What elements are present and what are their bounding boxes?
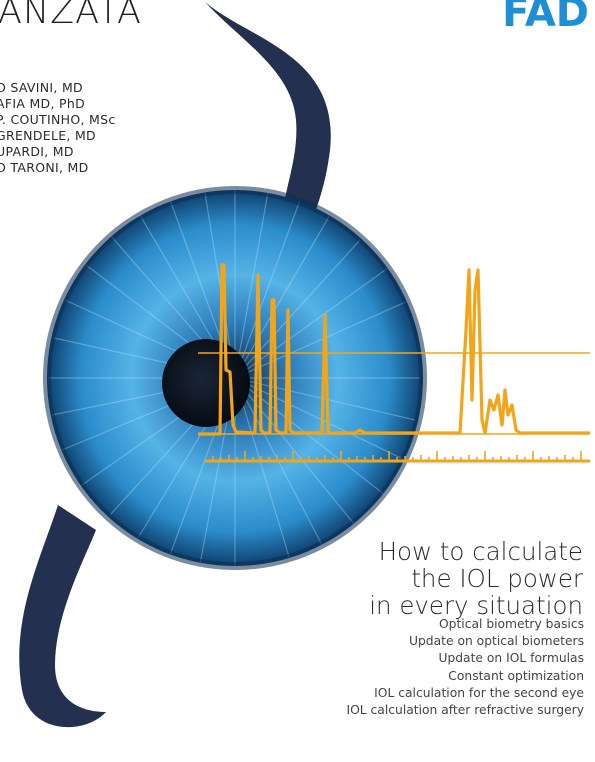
topic-item: IOL calculation for the second eye bbox=[374, 685, 584, 700]
topic-item: Update on IOL formulas bbox=[438, 651, 584, 666]
lower-haptic bbox=[19, 505, 106, 728]
topic-list: Optical biometry basics Update on optica… bbox=[346, 616, 584, 719]
author-name: GRENDELE, MD bbox=[0, 128, 96, 143]
author-name: UPARDI, MD bbox=[0, 144, 74, 159]
series-title-fragment: ANZATA bbox=[0, 0, 142, 32]
title-line: the IOL power bbox=[411, 564, 583, 593]
biometry-trace bbox=[198, 263, 590, 463]
author-name: O TARONI, MD bbox=[0, 160, 89, 175]
title-line: in every situation bbox=[369, 591, 583, 620]
book-title: How to calculate the IOL power in every … bbox=[369, 538, 583, 619]
author-name: P. COUTINHO, MSc bbox=[0, 112, 116, 127]
topic-item: IOL calculation after refractive surgery bbox=[346, 703, 584, 718]
author-name: AFIA MD, PhD bbox=[0, 96, 85, 111]
topic-item: Constant optimization bbox=[448, 668, 584, 683]
fad-label: FAD bbox=[502, 0, 589, 36]
title-line: How to calculate bbox=[378, 537, 583, 566]
topic-item: Update on optical biometers bbox=[409, 634, 584, 649]
author-name: O SAVINI, MD bbox=[0, 80, 83, 95]
pupil bbox=[162, 339, 250, 427]
topic-item: Optical biometry basics bbox=[438, 617, 584, 631]
author-list: O SAVINI, MD AFIA MD, PhD P. COUTINHO, M… bbox=[0, 80, 116, 176]
upper-haptic bbox=[205, 2, 331, 250]
